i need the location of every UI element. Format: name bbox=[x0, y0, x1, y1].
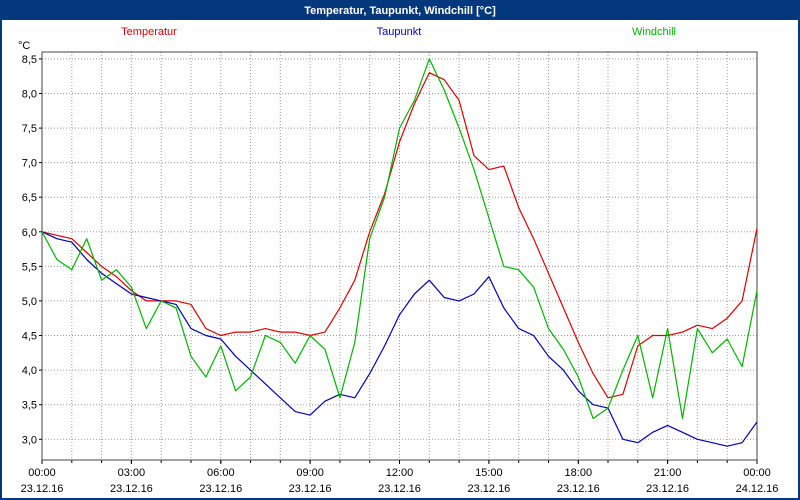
svg-text:09:00: 09:00 bbox=[296, 467, 324, 479]
svg-text:06:00: 06:00 bbox=[207, 467, 235, 479]
svg-text:4,5: 4,5 bbox=[22, 331, 37, 343]
svg-text:23.12.16: 23.12.16 bbox=[21, 483, 64, 495]
svg-text:03:00: 03:00 bbox=[118, 467, 146, 479]
svg-text:4,0: 4,0 bbox=[22, 365, 37, 377]
svg-text:7,5: 7,5 bbox=[22, 123, 37, 135]
svg-text:3,5: 3,5 bbox=[22, 400, 37, 412]
svg-text:7,0: 7,0 bbox=[22, 158, 37, 170]
window-titlebar: Temperatur, Taupunkt, Windchill [°C] bbox=[2, 2, 798, 20]
svg-text:00:00: 00:00 bbox=[743, 467, 771, 479]
svg-text:23.12.16: 23.12.16 bbox=[199, 483, 242, 495]
chart-legend: Temperatur Taupunkt Windchill bbox=[2, 26, 798, 40]
svg-text:8,5: 8,5 bbox=[22, 54, 37, 66]
legend-windchill: Windchill bbox=[631, 26, 677, 38]
legend-temperatur: Temperatur bbox=[121, 26, 177, 38]
svg-text:12:00: 12:00 bbox=[386, 467, 414, 479]
svg-text:00:00: 00:00 bbox=[28, 467, 56, 479]
svg-text:5,5: 5,5 bbox=[22, 261, 37, 273]
svg-text:8,0: 8,0 bbox=[22, 89, 37, 101]
svg-text:3,0: 3,0 bbox=[22, 434, 37, 446]
svg-text:6,0: 6,0 bbox=[22, 227, 37, 239]
svg-text:23.12.16: 23.12.16 bbox=[557, 483, 600, 495]
svg-text:15:00: 15:00 bbox=[475, 467, 503, 479]
svg-text:23.12.16: 23.12.16 bbox=[646, 483, 689, 495]
svg-text:24.12.16: 24.12.16 bbox=[736, 483, 779, 495]
svg-text:5,0: 5,0 bbox=[22, 296, 37, 308]
svg-text:23.12.16: 23.12.16 bbox=[110, 483, 153, 495]
svg-text:23.12.16: 23.12.16 bbox=[289, 483, 332, 495]
svg-text:21:00: 21:00 bbox=[654, 467, 682, 479]
y-axis-unit-label: °C bbox=[18, 40, 31, 52]
window-title: Temperatur, Taupunkt, Windchill [°C] bbox=[304, 5, 496, 17]
svg-text:6,5: 6,5 bbox=[22, 192, 37, 204]
svg-text:18:00: 18:00 bbox=[565, 467, 593, 479]
svg-text:23.12.16: 23.12.16 bbox=[378, 483, 421, 495]
svg-text:23.12.16: 23.12.16 bbox=[467, 483, 510, 495]
legend-taupunkt: Taupunkt bbox=[376, 26, 422, 38]
